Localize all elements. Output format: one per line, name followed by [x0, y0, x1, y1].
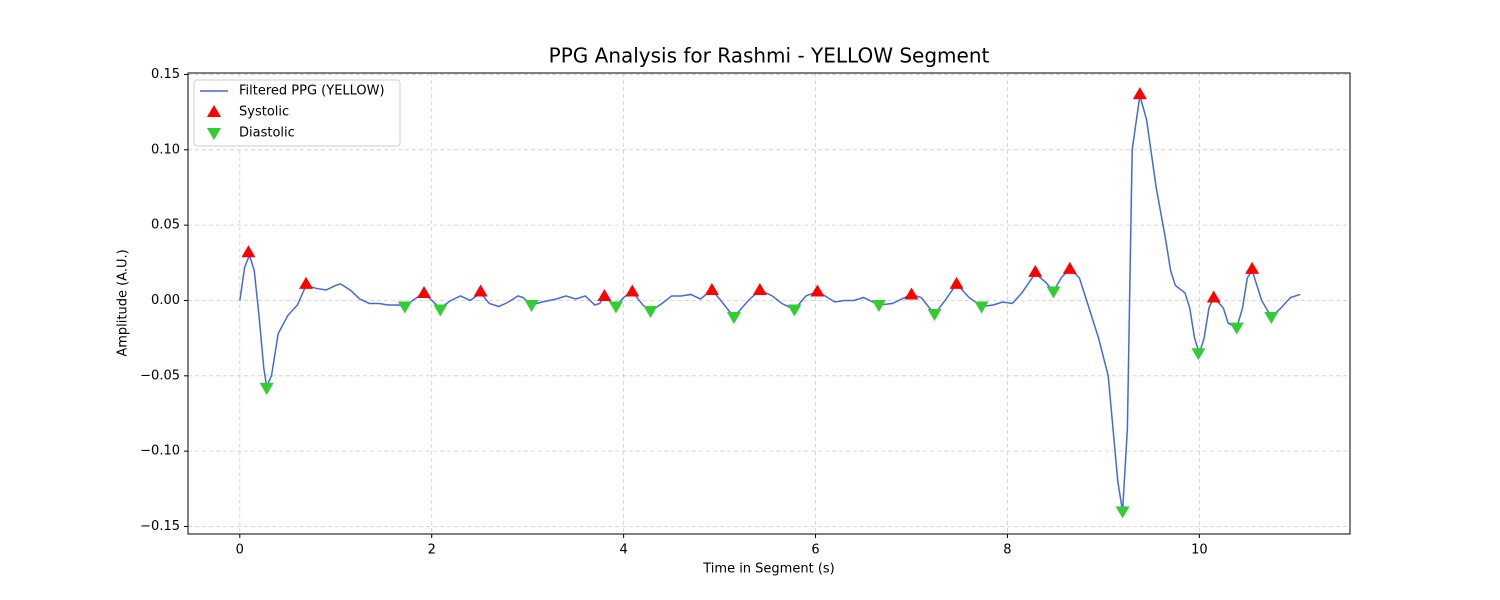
plot-frame — [187, 72, 1351, 535]
y-tick-label: 0.15 — [151, 67, 180, 82]
legend-swatch — [207, 128, 221, 140]
diastolic-marker — [927, 309, 942, 322]
diastolic-marker — [974, 301, 989, 314]
diastolic-marker — [1264, 312, 1279, 325]
y-axis-label: Amplitude (A.U.) — [116, 249, 131, 356]
systolic-marker — [241, 245, 256, 258]
systolic-marker — [1132, 87, 1147, 100]
systolic-marker — [810, 284, 825, 297]
diastolic-marker — [1115, 506, 1130, 519]
y-tick-label: 0.05 — [151, 218, 180, 233]
diastolic-marker — [1191, 348, 1206, 361]
ppg-line — [239, 95, 1301, 512]
legend-label: Systolic — [239, 105, 289, 120]
systolic-marker — [1028, 264, 1043, 277]
diastolic-marker — [397, 301, 412, 314]
x-axis-label: Time in Segment (s) — [702, 562, 834, 577]
systolic-marker — [417, 285, 432, 298]
diastolic-marker — [787, 304, 802, 317]
diastolic-marker — [524, 300, 539, 313]
diastolic-marker — [1046, 286, 1061, 299]
systolic-marker — [1206, 290, 1221, 303]
y-tick-label: 0.00 — [151, 293, 180, 308]
diastolic-marker — [259, 382, 274, 395]
systolic-marker — [1245, 261, 1260, 274]
x-tick-label: 6 — [811, 543, 819, 558]
y-tick-label: −0.10 — [140, 444, 180, 459]
systolic-marker — [949, 276, 964, 289]
diastolic-marker — [608, 301, 623, 314]
diastolic-marker — [433, 304, 448, 317]
legend-swatch — [207, 105, 221, 117]
diastolic-marker — [726, 312, 741, 325]
x-tick-label: 8 — [1003, 543, 1011, 558]
y-tick-label: −0.05 — [140, 368, 180, 383]
systolic-marker — [597, 288, 612, 301]
systolic-marker — [904, 287, 919, 300]
systolic-marker — [752, 282, 767, 295]
legend-label: Diastolic — [239, 126, 295, 141]
x-tick-label: 0 — [236, 543, 244, 558]
diastolic-marker — [1229, 322, 1244, 335]
x-tick-label: 2 — [428, 543, 436, 558]
diastolic-marker — [871, 300, 886, 313]
y-tick-label: 0.10 — [151, 142, 180, 157]
diastolic-marker — [643, 306, 658, 319]
x-tick-label: 4 — [619, 543, 627, 558]
y-tick-label: −0.15 — [140, 519, 180, 534]
x-tick-label: 10 — [1191, 543, 1208, 558]
legend-label: Filtered PPG (YELLOW) — [239, 84, 385, 99]
systolic-marker — [299, 276, 314, 289]
systolic-marker — [473, 284, 488, 297]
systolic-marker — [625, 284, 640, 297]
legend: Filtered PPG (YELLOW) Systolic Diastolic — [193, 79, 401, 147]
legend-box — [193, 79, 401, 147]
systolic-marker — [704, 282, 719, 295]
systolic-marker — [1062, 261, 1077, 274]
chart-title: PPG Analysis for Rashmi - YELLOW Segment — [549, 44, 990, 68]
